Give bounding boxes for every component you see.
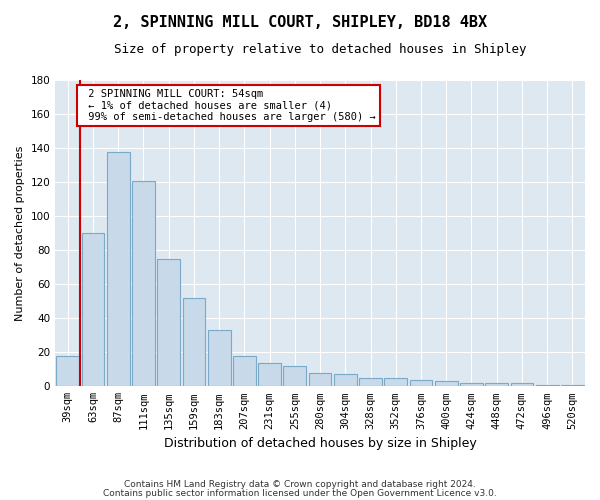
Bar [334, 374, 356, 386]
Bar [385, 378, 407, 386]
Bar [511, 383, 533, 386]
Bar [107, 152, 130, 386]
Bar [82, 234, 104, 386]
Bar [536, 384, 559, 386]
Bar [157, 259, 180, 386]
Bar [182, 298, 205, 386]
Text: Contains public sector information licensed under the Open Government Licence v3: Contains public sector information licen… [103, 488, 497, 498]
Bar [561, 384, 584, 386]
Text: 2, SPINNING MILL COURT, SHIPLEY, BD18 4BX: 2, SPINNING MILL COURT, SHIPLEY, BD18 4B… [113, 15, 487, 30]
Bar [258, 362, 281, 386]
Bar [485, 383, 508, 386]
Bar [309, 372, 331, 386]
Text: Contains HM Land Registry data © Crown copyright and database right 2024.: Contains HM Land Registry data © Crown c… [124, 480, 476, 489]
Bar [208, 330, 230, 386]
Bar [56, 356, 79, 386]
Bar [233, 356, 256, 386]
Y-axis label: Number of detached properties: Number of detached properties [15, 146, 25, 321]
Bar [435, 381, 458, 386]
Bar [410, 380, 433, 386]
Bar [132, 180, 155, 386]
Title: Size of property relative to detached houses in Shipley: Size of property relative to detached ho… [114, 42, 526, 56]
Bar [359, 378, 382, 386]
Text: 2 SPINNING MILL COURT: 54sqm
 ← 1% of detached houses are smaller (4)
 99% of se: 2 SPINNING MILL COURT: 54sqm ← 1% of det… [82, 89, 376, 122]
Bar [460, 383, 483, 386]
Bar [283, 366, 306, 386]
X-axis label: Distribution of detached houses by size in Shipley: Distribution of detached houses by size … [164, 437, 476, 450]
